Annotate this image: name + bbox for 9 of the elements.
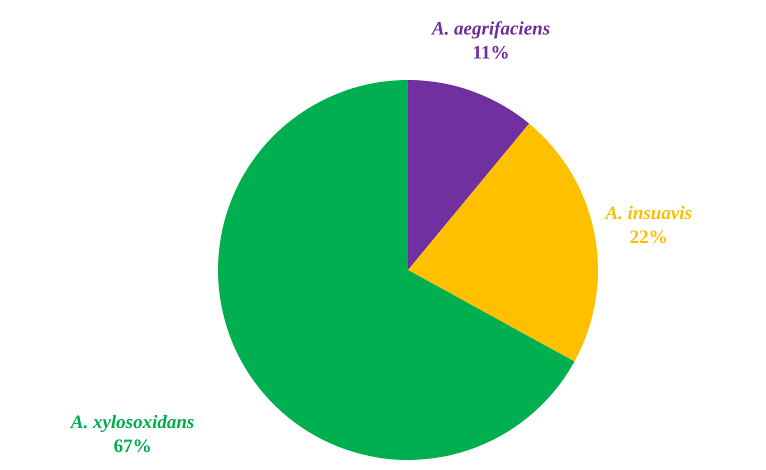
pie-slice — [408, 80, 530, 270]
data-label: 67% — [114, 436, 152, 457]
pie-slice — [218, 80, 574, 460]
slice-label: A. aegrifaciens — [430, 18, 550, 40]
data-label: 11% — [472, 42, 510, 64]
slice-label: A. insuavis — [604, 203, 692, 224]
slice-label: A. xylosoxidans — [70, 412, 194, 433]
data-label: 22% — [630, 227, 668, 248]
pie-slice — [408, 124, 598, 362]
